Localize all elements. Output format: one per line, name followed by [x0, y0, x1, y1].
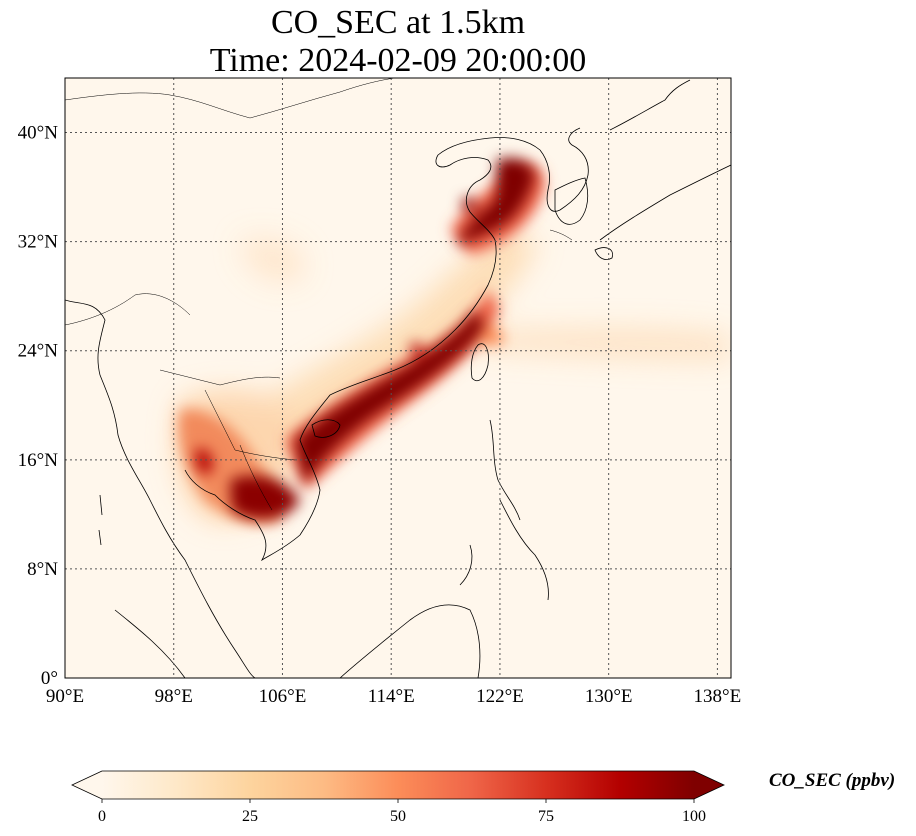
lon-tick-label: 130°E	[585, 686, 633, 707]
lon-tick-label: 138°E	[694, 686, 742, 707]
lon-tick-label: 98°E	[155, 686, 193, 707]
colorbar: 0 25 50 75 100	[71, 770, 725, 825]
lon-tick-label: 122°E	[476, 686, 524, 707]
lat-tick-label: 0°	[41, 668, 58, 689]
lat-tick-label: 24°N	[18, 341, 59, 362]
colorbar-gradient	[102, 771, 694, 799]
latitude-axis: 0° 8°N 16°N 24°N 32°N 40°N	[18, 123, 59, 689]
co-concentration-field	[175, 158, 731, 524]
colorbar-tick-label: 0	[98, 808, 106, 825]
lat-tick-label: 32°N	[18, 232, 59, 253]
colorbar-tick-label: 25	[242, 808, 258, 825]
colorbar-extend-high	[694, 771, 724, 799]
lon-tick-label: 90°E	[46, 686, 84, 707]
colorbar-tick-label: 75	[538, 808, 554, 825]
map-title: CO_SEC at 1.5km	[270, 4, 526, 41]
map-frame	[64, 77, 732, 679]
country-borders	[65, 78, 573, 511]
lat-tick-label: 40°N	[18, 123, 59, 144]
gridlines	[65, 78, 731, 678]
colorbar-tick-label: 100	[682, 808, 706, 825]
lon-tick-label: 106°E	[259, 686, 307, 707]
colorbar-label: CO_SEC (ppbv)	[769, 770, 896, 791]
map-subtitle-time: Time: 2024-02-09 20:00:00	[209, 42, 587, 79]
colorbar-ticks: 0 25 50 75 100	[98, 799, 706, 825]
coastlines	[65, 79, 731, 678]
longitude-axis: 90°E 98°E 106°E 114°E 122°E 130°E 138°E	[46, 686, 741, 707]
lat-tick-label: 16°N	[18, 450, 59, 471]
lat-tick-label: 8°N	[27, 559, 58, 580]
colorbar-tick-label: 50	[390, 808, 406, 825]
lon-tick-label: 114°E	[368, 686, 415, 707]
colorbar-extend-low	[72, 771, 102, 799]
